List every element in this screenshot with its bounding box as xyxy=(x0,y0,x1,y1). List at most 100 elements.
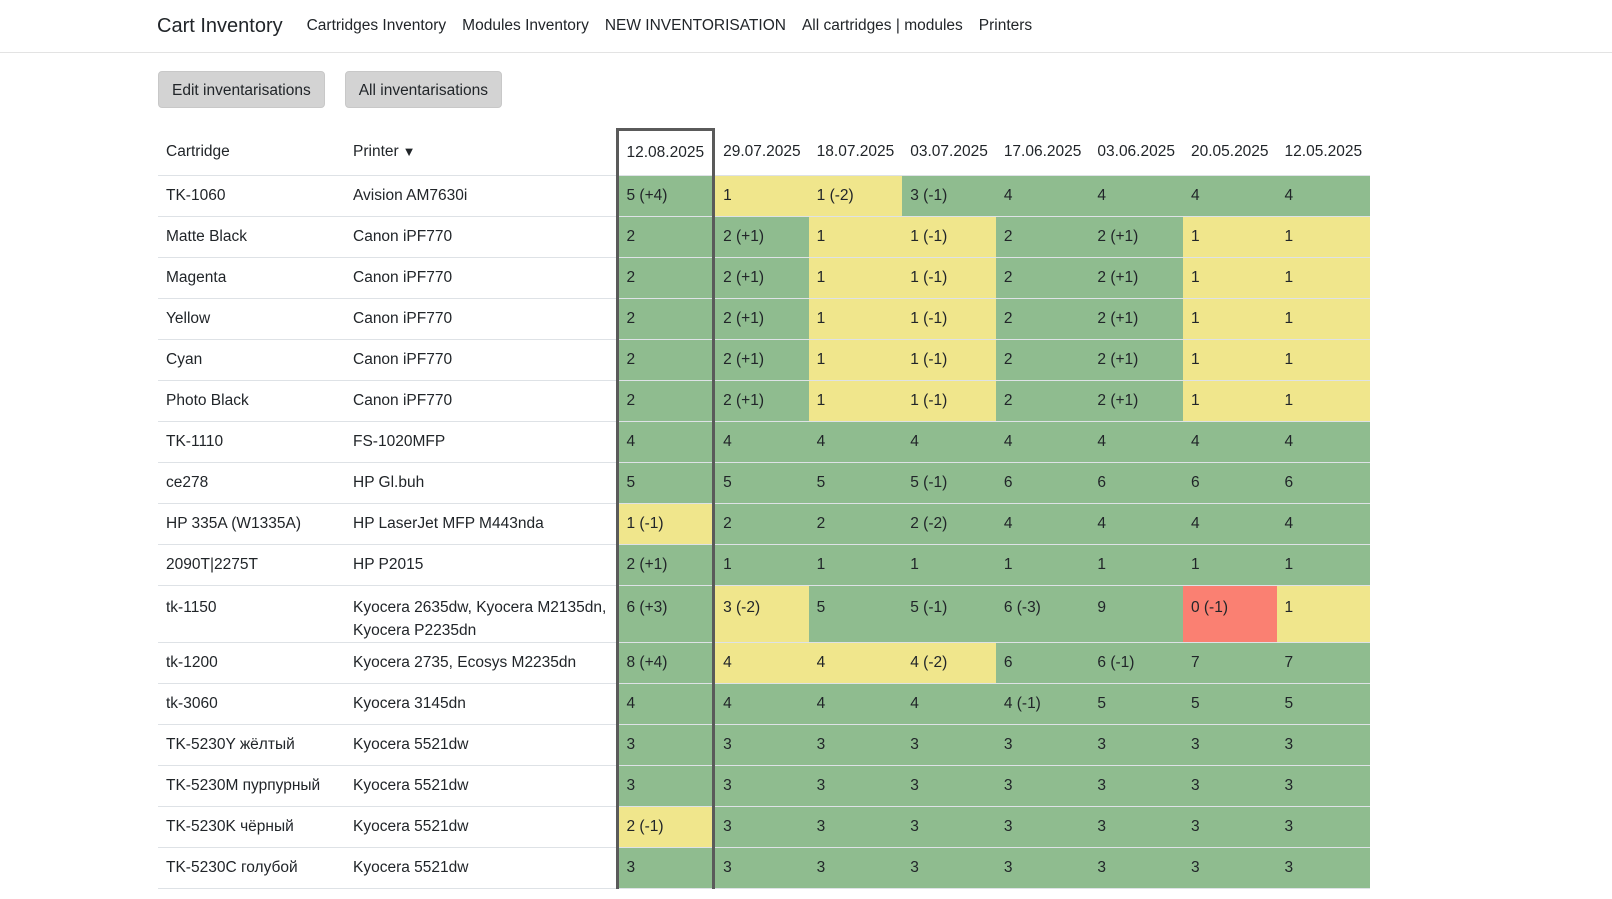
inventory-count-cell: 4 xyxy=(995,175,1090,217)
inventory-count-cell: 4 xyxy=(902,683,996,725)
nav-link-modules-inventory[interactable]: Modules Inventory xyxy=(462,17,589,34)
cartridge-column-header[interactable]: Cartridge xyxy=(158,129,345,176)
table-body: TK-1060 Avision AM7630i 5 (+4) 1 1 (-2) 3 (-1… xyxy=(158,175,1371,889)
inventory-count-cell: 3 xyxy=(1089,765,1183,807)
date-column-header[interactable]: 18.07.2025 xyxy=(808,129,903,176)
inventory-count-cell: 1 (-1) xyxy=(902,257,996,299)
table-row: tk-1200 Kyocera 2735, Ecosys M2235dn 8 (+4… xyxy=(158,642,1371,684)
inventory-count-cell: 2 xyxy=(808,503,903,545)
printer-cell: FS-1020MFP xyxy=(345,421,617,463)
inventory-count-cell: 1 xyxy=(808,380,903,422)
all-inventarisations-button[interactable]: All inventarisations xyxy=(344,71,502,108)
inventory-count-cell: 1 xyxy=(808,339,903,381)
date-column-header[interactable]: 20.05.2025 xyxy=(1182,129,1277,176)
date-column-header[interactable]: 03.06.2025 xyxy=(1089,129,1183,176)
date-column-header[interactable]: 17.06.2025 xyxy=(995,129,1090,176)
inventory-count-cell: 2 (+1) xyxy=(1089,380,1183,422)
printer-cell: Canon iPF770 xyxy=(345,216,617,258)
table-row: TK-1110 FS-1020MFP 4 4 4 4 4 4 4 4 xyxy=(158,421,1371,463)
date-column-header[interactable]: 29.07.2025 xyxy=(713,129,809,176)
inventory-count-cell: 4 xyxy=(615,683,716,725)
inventory-count-cell: 2 (+1) xyxy=(713,298,809,340)
inventory-count-cell: 2 (+1) xyxy=(713,216,809,258)
inventory-count-cell: 3 xyxy=(713,806,809,848)
inventory-count-cell: 3 xyxy=(1089,847,1183,889)
inventory-count-cell: 5 xyxy=(808,462,903,504)
table-row: 2090T|2275T HP P2015 2 (+1) 1 1 1 1 1 1 1 xyxy=(158,544,1371,586)
table-row: Matte Black Canon iPF770 2 2 (+1) 1 1 (-1) 2 2 … xyxy=(158,216,1371,258)
inventory-count-cell: 0 (-1) xyxy=(1182,585,1277,643)
inventory-table-wrapper: Cartridge Printer ▼ 12.08.2025 29.07.2025 1… xyxy=(158,128,1371,889)
nav-link-new-inventorisation[interactable]: NEW INVENTORISATION xyxy=(604,17,786,34)
inventory-count-cell: 6 xyxy=(995,462,1090,504)
inventory-count-cell: 6 xyxy=(1089,462,1183,504)
inventory-count-cell: 1 xyxy=(808,216,903,258)
inventory-count-cell: 1 xyxy=(1276,585,1371,643)
inventory-count-cell: 3 xyxy=(1182,806,1277,848)
date-header-label: 12.08.2025 xyxy=(626,144,705,161)
inventory-count-cell: 7 xyxy=(1182,642,1277,684)
inventory-count-cell: 4 xyxy=(713,683,809,725)
inventory-count-cell: 1 (-1) xyxy=(902,216,996,258)
inventory-count-cell: 1 xyxy=(1276,298,1371,340)
cartridge-cell: Magenta xyxy=(158,257,345,299)
nav-link-printers[interactable]: Printers xyxy=(978,17,1033,34)
printer-cell: HP P2015 xyxy=(345,544,617,586)
cartridge-cell: Photo Black xyxy=(158,380,345,422)
printer-cell: Avision AM7630i xyxy=(345,175,617,217)
inventory-count-cell: 3 xyxy=(713,765,809,807)
edit-inventarisations-button[interactable]: Edit inventarisations xyxy=(158,71,325,108)
inventory-count-cell: 3 xyxy=(902,724,996,766)
inventory-count-cell: 2 xyxy=(615,339,716,381)
inventory-count-cell: 1 xyxy=(995,544,1090,586)
table-row: TK-5230K чёрный Kyocera 5521dw 2 (-1) 3 3 3 3 3… xyxy=(158,806,1371,848)
table-row: tk-3060 Kyocera 3145dn 4 4 4 4 4 (-1) 5 5 5 xyxy=(158,683,1371,725)
inventory-count-cell: 9 xyxy=(1089,585,1183,643)
date-column-header[interactable]: 12.05.2025 xyxy=(1276,129,1371,176)
nav-link-cartridges-inventory[interactable]: Cartridges Inventory xyxy=(306,17,447,34)
inventory-count-cell: 3 xyxy=(808,847,903,889)
inventory-count-cell: 3 xyxy=(995,847,1090,889)
cartridge-cell: tk-1200 xyxy=(158,642,345,684)
inventory-count-cell: 2 (+1) xyxy=(615,544,716,586)
inventory-count-cell: 1 xyxy=(1276,380,1371,422)
inventory-count-cell: 5 (+4) xyxy=(615,175,716,217)
nav-link-all-cartridges-modules[interactable]: All cartridges | modules xyxy=(801,17,963,34)
inventory-count-cell: 2 (+1) xyxy=(713,380,809,422)
brand-link[interactable]: Cart Inventory xyxy=(157,14,283,37)
inventory-count-cell: 3 xyxy=(808,765,903,807)
inventory-count-cell: 6 xyxy=(1182,462,1277,504)
inventory-count-cell: 3 xyxy=(1276,765,1371,807)
inventory-count-cell: 1 xyxy=(1182,339,1277,381)
printer-cell: Canon iPF770 xyxy=(345,339,617,381)
cartridge-cell: Yellow xyxy=(158,298,345,340)
inventory-count-cell: 3 xyxy=(1089,724,1183,766)
inventory-count-cell: 2 (-1) xyxy=(615,806,716,848)
inventory-count-cell: 1 xyxy=(713,175,809,217)
inventory-count-cell: 1 (-1) xyxy=(902,380,996,422)
cartridge-cell: TK-5230Y жёлтый xyxy=(158,724,345,766)
inventory-count-cell: 1 xyxy=(1182,380,1277,422)
table-row: tk-1150 Kyocera 2635dw, Kyocera M2135dn, … xyxy=(158,585,1371,643)
printer-cell: Kyocera 5521dw xyxy=(345,765,617,807)
inventory-count-cell: 4 xyxy=(1276,503,1371,545)
inventory-count-cell: 4 xyxy=(1089,175,1183,217)
inventory-count-cell: 2 (-2) xyxy=(902,503,996,545)
printer-column-header[interactable]: Printer ▼ xyxy=(345,129,617,176)
inventory-count-cell: 4 xyxy=(713,642,809,684)
inventory-count-cell: 8 (+4) xyxy=(615,642,716,684)
date-column-header[interactable]: 12.08.2025 xyxy=(615,128,716,176)
date-column-header[interactable]: 03.07.2025 xyxy=(902,129,996,176)
inventory-count-cell: 4 xyxy=(1089,421,1183,463)
cartridge-cell: ce278 xyxy=(158,462,345,504)
inventory-count-cell: 1 xyxy=(902,544,996,586)
inventory-count-cell: 3 (-1) xyxy=(902,175,996,217)
table-row: TK-5230Y жёлтый Kyocera 5521dw 3 3 3 3 3 3 3 3 xyxy=(158,724,1371,766)
inventory-count-cell: 4 xyxy=(808,683,903,725)
inventory-count-cell: 4 xyxy=(713,421,809,463)
inventory-count-cell: 1 xyxy=(1276,257,1371,299)
inventory-count-cell: 3 xyxy=(713,724,809,766)
inventory-count-cell: 2 (+1) xyxy=(713,257,809,299)
cartridge-cell: 2090T|2275T xyxy=(158,544,345,586)
inventory-count-cell: 3 xyxy=(995,806,1090,848)
